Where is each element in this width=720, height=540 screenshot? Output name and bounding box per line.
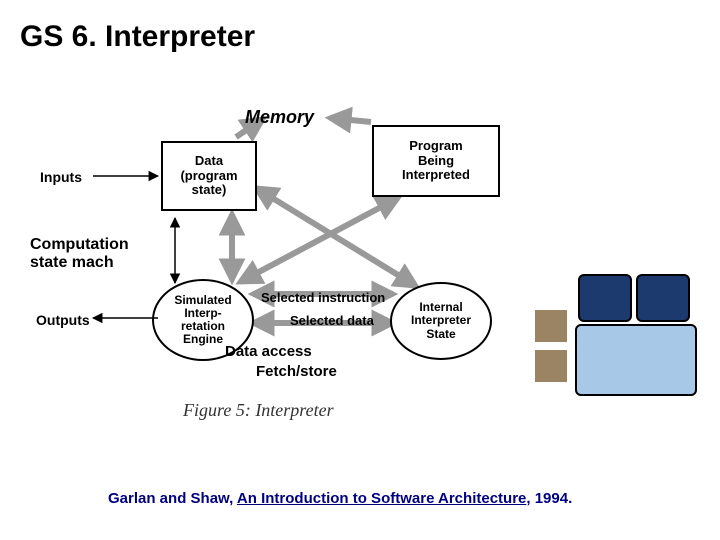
citation: Garlan and Shaw, An Introduction to Soft… [108, 490, 572, 507]
figure-caption: Figure 5: Interpreter [183, 400, 334, 421]
deco-box-brown-2 [535, 350, 567, 382]
label-selected-instruction: Selected instruction [261, 291, 385, 305]
deco-box-light [575, 324, 697, 396]
deco-box-brown-1 [535, 310, 567, 342]
memory-label: Memory [245, 107, 314, 128]
deco-box-dark-1 [578, 274, 632, 322]
node-program-being-interpreted: ProgramBeingInterpreted [372, 125, 500, 197]
label-data-access: Data access [225, 344, 312, 361]
label-computation-state-mach: Computationstate mach [30, 236, 129, 271]
label-inputs: Inputs [40, 170, 82, 185]
label-outputs: Outputs [36, 313, 90, 328]
label-fetch-store: Fetch/store [256, 364, 337, 381]
node-internal-interpreter-state: InternalInterpreterState [390, 282, 492, 360]
node-data-program-state: Data(programstate) [161, 141, 257, 211]
deco-box-dark-2 [636, 274, 690, 322]
citation-suffix: , 1994. [526, 490, 572, 507]
label-selected-data: Selected data [290, 314, 374, 328]
citation-title: An Introduction to Software Architecture [237, 490, 526, 507]
slide-title: GS 6. Interpreter [20, 20, 255, 54]
citation-prefix: Garlan and Shaw, [108, 490, 237, 507]
